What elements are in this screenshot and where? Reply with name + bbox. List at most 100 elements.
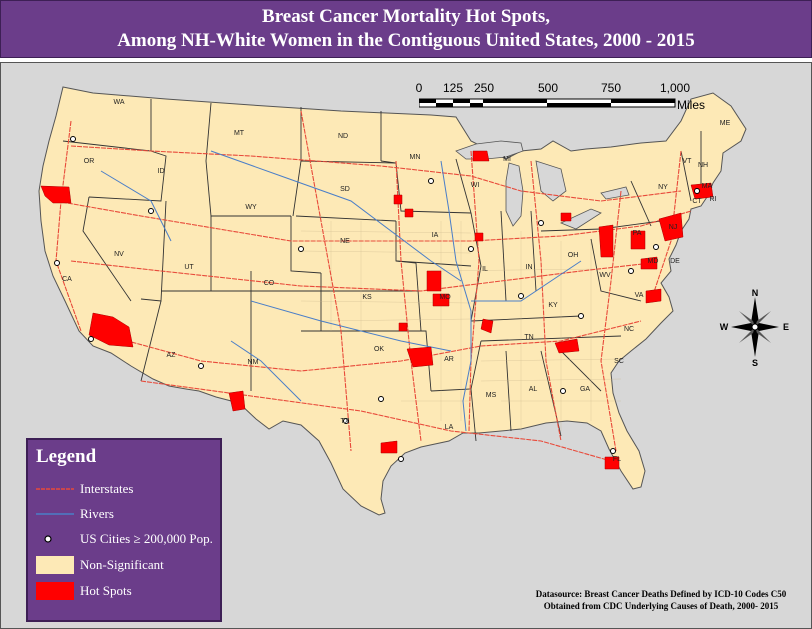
map-title-line2: Among NH-White Women in the Contiguous U…	[117, 30, 695, 51]
state-label-tx: TX	[341, 418, 350, 425]
legend-item-non-significant: Non-Significant	[36, 554, 220, 576]
scale-label: 500	[537, 81, 559, 95]
state-label-la: LA	[445, 424, 454, 431]
city-marker	[578, 313, 584, 319]
state-label-al: AL	[529, 386, 538, 393]
great-lake-ontario	[600, 186, 630, 200]
hotspot-area	[598, 224, 614, 258]
state-label-tn: TN	[524, 334, 533, 341]
state-label-ks: KS	[362, 294, 372, 301]
state-label-de: DE	[670, 258, 680, 265]
hotspot-area	[645, 288, 662, 304]
city-marker	[148, 208, 154, 214]
legend-label: Hot Spots	[80, 583, 132, 598]
compass-n: N	[752, 288, 759, 298]
scale-bar-graphic	[419, 98, 676, 108]
city-dot-icon	[36, 530, 74, 548]
state-label-md: MD	[648, 258, 659, 265]
north-arrow-compass: N S W E	[719, 287, 791, 367]
interstates	[55, 110, 692, 462]
state-label-oh: OH	[568, 252, 579, 259]
state-labels: WA OR ID MT ND MN WI MI SD WY NV UT CO NE IA IL IN OH PA NY…	[62, 99, 730, 463]
city-marker	[198, 363, 204, 369]
city-marker	[468, 246, 474, 252]
hotspot-area	[393, 194, 403, 205]
city-marker	[518, 293, 524, 299]
scale-label: 750	[600, 81, 622, 95]
scale-units: Miles	[677, 98, 706, 112]
state-label-wa: WA	[113, 99, 124, 106]
hotspots	[40, 150, 714, 470]
state-label-sd: SD	[340, 186, 350, 193]
state-label-nh: NH	[698, 162, 708, 169]
map-title-line1: Breast Cancer Mortality Hot Spots,	[262, 6, 550, 27]
city-marker	[560, 388, 566, 394]
map-title-bar: Breast Cancer Mortality Hot Spots, Among…	[0, 0, 812, 58]
state-label-me: ME	[720, 120, 731, 127]
legend-item-rivers: Rivers	[36, 503, 220, 525]
hotspot-area	[480, 318, 494, 334]
hotspot-area	[630, 230, 646, 250]
scale-label: 0	[415, 81, 423, 95]
state-label-az: AZ	[167, 352, 177, 359]
legend-item-hot-spots: Hot Spots	[36, 580, 220, 602]
us-map: WA OR ID MT ND MN WI MI SD WY NV UT CO NE IA IL IN OH PA NY…	[38, 86, 747, 516]
scale-label: 125	[442, 81, 464, 95]
city-marker	[694, 188, 700, 194]
state-label-in: IN	[526, 264, 533, 271]
hotspot-area	[404, 208, 414, 218]
state-label-ne: NE	[340, 238, 350, 245]
state-label-nv: NV	[114, 251, 124, 258]
hotspot-area	[640, 256, 658, 270]
datasource-line1: Datasource: Breast Cancer Deaths Defined…	[535, 589, 787, 599]
compass-e: E	[783, 322, 789, 332]
state-label-nj: NJ	[669, 224, 678, 231]
interstate-line-icon	[36, 480, 74, 498]
great-lake-erie	[559, 208, 602, 230]
hotspot-area	[474, 232, 484, 242]
hotspot-area	[380, 440, 398, 454]
county-texture	[300, 221, 622, 431]
state-label-ms: MS	[486, 392, 497, 399]
rivers	[100, 150, 582, 432]
hotspot-area	[406, 346, 434, 368]
legend-label: Rivers	[80, 506, 114, 521]
city-markers	[54, 136, 700, 462]
state-label-ny: NY	[658, 184, 668, 191]
state-label-ca: CA	[62, 276, 72, 283]
legend-label: Non-Significant	[80, 557, 164, 572]
datasource-note: Datasource: Breast Cancer Deaths Defined…	[521, 588, 801, 612]
state-label-sc: SC	[614, 358, 624, 365]
hotspot-area	[426, 270, 442, 292]
hotspot-area	[228, 390, 246, 412]
state-label-nd: ND	[338, 133, 348, 140]
state-label-ma: MA	[702, 183, 713, 190]
city-marker	[343, 418, 349, 424]
state-label-va: VA	[635, 292, 644, 299]
city-marker	[628, 268, 634, 274]
state-label-mt: MT	[234, 130, 245, 137]
state-label-co: CO	[264, 280, 275, 287]
great-lake-michigan	[505, 162, 524, 227]
map-frame: WA OR ID MT ND MN WI MI SD WY NV UT CO NE IA IL IN OH PA NY…	[0, 62, 812, 629]
state-label-nc: NC	[624, 326, 634, 333]
state-label-vt: VT	[683, 158, 693, 165]
scale-bar: 0 125 250 500 750 1,000 Miles	[411, 81, 711, 121]
compass-w: W	[720, 322, 729, 332]
state-label-ky: KY	[548, 302, 558, 309]
state-label-id: ID	[158, 168, 165, 175]
state-label-wy: WY	[245, 204, 257, 211]
state-label-nm: NM	[248, 359, 259, 366]
state-label-or: OR	[84, 158, 95, 165]
state-label-il: IL	[482, 266, 488, 273]
city-marker	[378, 396, 384, 402]
state-label-ct: CT	[692, 198, 702, 205]
hotspot-area	[472, 150, 490, 162]
city-marker	[538, 220, 544, 226]
hotspot-area	[432, 293, 450, 307]
state-label-wv: WV	[599, 272, 611, 279]
compass-s: S	[752, 358, 758, 367]
non-significant-swatch	[36, 556, 74, 574]
city-marker	[54, 260, 60, 266]
us-landmass	[38, 86, 747, 516]
